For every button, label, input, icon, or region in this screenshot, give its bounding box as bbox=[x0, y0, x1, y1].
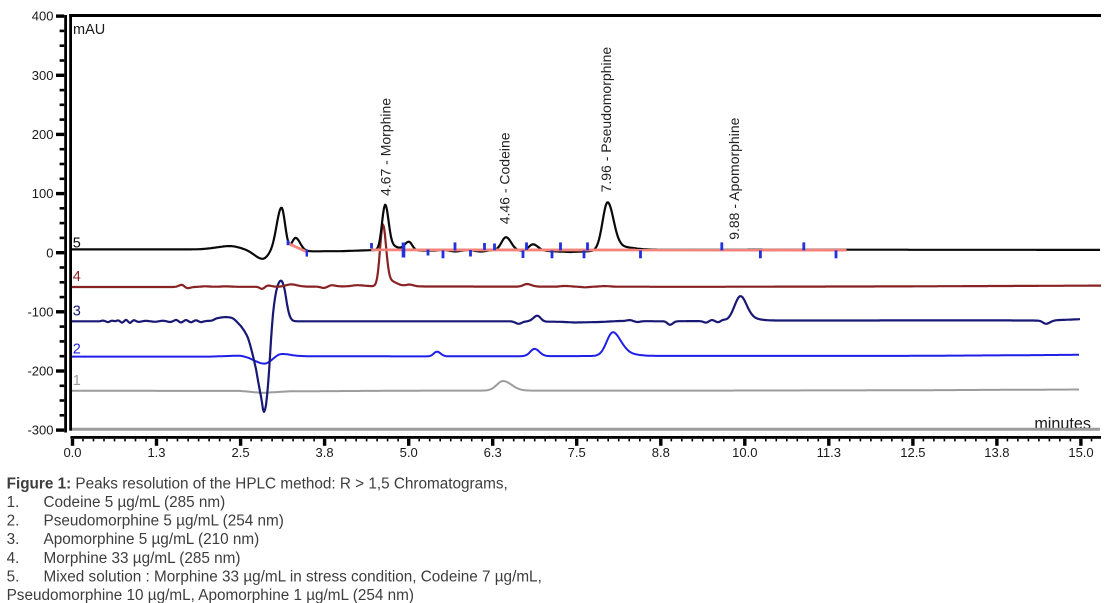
svg-text:8.8: 8.8 bbox=[652, 445, 670, 460]
svg-text:Codeine 5 µg/mL (285 nm): Codeine 5 µg/mL (285 nm) bbox=[44, 494, 226, 511]
svg-text:Mixed solution : Morphine 33 µ: Mixed solution : Morphine 33 µg/mL in st… bbox=[44, 569, 542, 586]
svg-text:3.: 3. bbox=[7, 531, 20, 548]
svg-text:13.8: 13.8 bbox=[984, 445, 1009, 460]
svg-text:4.: 4. bbox=[7, 550, 20, 567]
svg-text:4.67 - Morphine: 4.67 - Morphine bbox=[377, 98, 393, 196]
svg-text:-300: -300 bbox=[27, 423, 53, 438]
svg-text:4: 4 bbox=[73, 269, 81, 285]
svg-text:-100: -100 bbox=[27, 304, 53, 319]
svg-text:2: 2 bbox=[73, 341, 81, 357]
svg-text:7.5: 7.5 bbox=[568, 445, 586, 460]
svg-text:mAU: mAU bbox=[73, 22, 105, 38]
svg-text:Morphine 33 µg/mL (285 nm): Morphine 33 µg/mL (285 nm) bbox=[44, 550, 241, 567]
svg-text:1: 1 bbox=[73, 373, 81, 389]
svg-text:400: 400 bbox=[32, 9, 54, 24]
svg-text:2.: 2. bbox=[7, 513, 20, 530]
svg-text:5.0: 5.0 bbox=[400, 445, 418, 460]
svg-text:200: 200 bbox=[32, 127, 54, 142]
svg-text:300: 300 bbox=[32, 68, 54, 83]
svg-text:2.5: 2.5 bbox=[232, 445, 250, 460]
svg-text:3.8: 3.8 bbox=[316, 445, 334, 460]
svg-text:Pseudomorphine 10 µg/mL, Apomo: Pseudomorphine 10 µg/mL, Apomorphine 1 µ… bbox=[7, 587, 414, 603]
svg-text:15.0: 15.0 bbox=[1068, 445, 1093, 460]
svg-text:-200: -200 bbox=[27, 364, 53, 379]
svg-text:5: 5 bbox=[73, 235, 81, 251]
svg-text:11.3: 11.3 bbox=[817, 445, 841, 460]
svg-text:10.0: 10.0 bbox=[732, 445, 757, 460]
svg-text:9.88 - Apomorphine: 9.88 - Apomorphine bbox=[726, 117, 742, 239]
svg-text:7.96 - Pseudomorphine: 7.96 - Pseudomorphine bbox=[598, 47, 614, 193]
svg-text:0.0: 0.0 bbox=[63, 445, 81, 460]
svg-text:12.5: 12.5 bbox=[900, 445, 925, 460]
svg-text:5.: 5. bbox=[7, 569, 20, 586]
svg-text:100: 100 bbox=[32, 186, 54, 201]
svg-text:3: 3 bbox=[73, 304, 81, 320]
svg-text:4.46 - Codeine: 4.46 - Codeine bbox=[497, 132, 513, 224]
svg-text:1.3: 1.3 bbox=[147, 445, 165, 460]
svg-text:Apomorphine 5 µg/mL (210 nm): Apomorphine 5 µg/mL (210 nm) bbox=[44, 531, 260, 548]
svg-text:1.: 1. bbox=[7, 494, 20, 511]
svg-text:6.3: 6.3 bbox=[484, 445, 502, 460]
svg-text:Figure 1: Peaks resolution of: Figure 1: Peaks resolution of the HPLC m… bbox=[7, 475, 508, 492]
svg-text:0: 0 bbox=[46, 245, 53, 260]
svg-text:Pseudomorphine 5 µg/mL (254 nm: Pseudomorphine 5 µg/mL (254 nm) bbox=[44, 513, 284, 530]
